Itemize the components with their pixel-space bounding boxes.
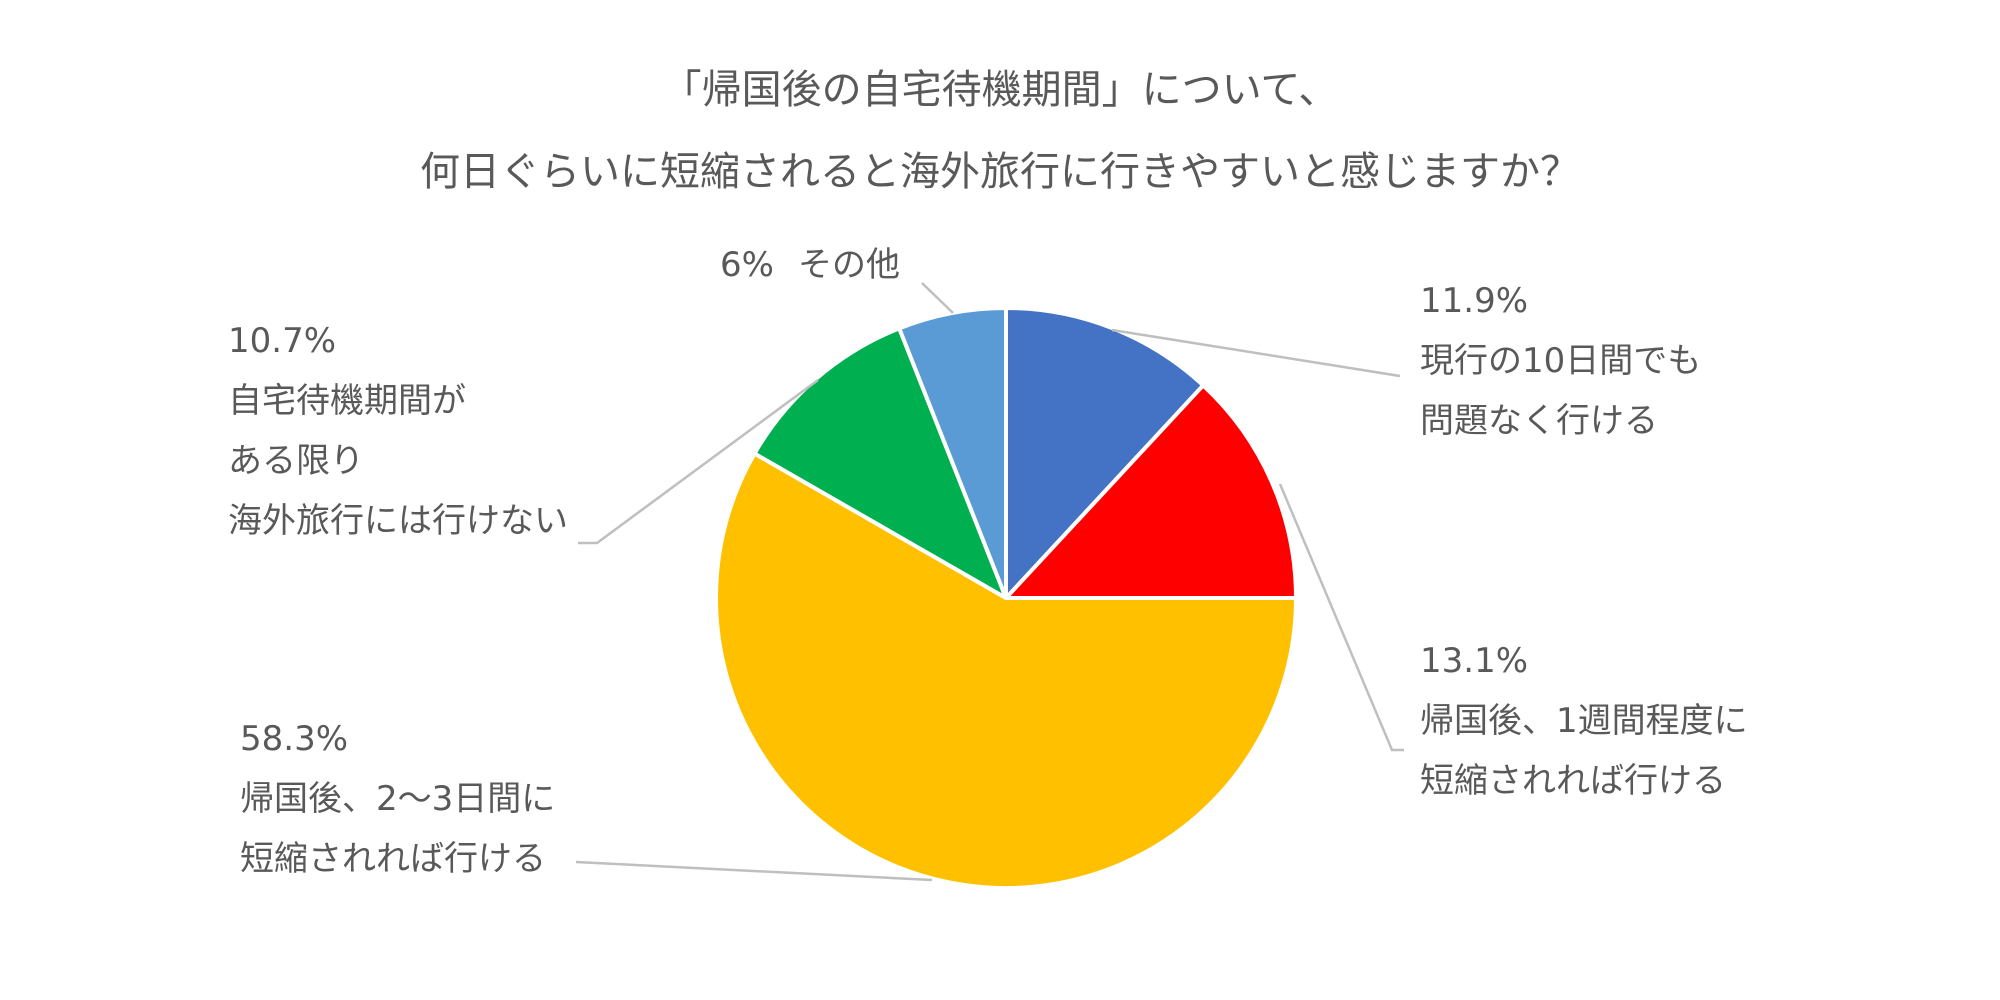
slice-category-label-1-line-1: 現行の10日間でも — [1420, 341, 1701, 381]
slice-category-label-4-line-3: 海外旅行には行けない — [228, 501, 568, 541]
pie-slice-2 — [1004, 383, 1298, 600]
slice-value-label-3: 58.3% — [240, 719, 348, 759]
slice-category-label-4-line-2: ある限り — [228, 441, 364, 481]
chart-title-line-1: 「帰国後の自宅待機期間」について、 — [662, 67, 1339, 113]
pie-slice-1 — [1004, 306, 1206, 600]
pie-slices — [714, 306, 1298, 890]
slice-value-label: 6% — [720, 245, 774, 285]
leader-line-5 — [921, 282, 954, 314]
slice-category-label-3-line-2: 短縮されれば行ける — [240, 839, 546, 879]
data-labels: 11.9%現行の10日間でも問題なく行ける13.1%帰国後、1週間程度に短縮され… — [228, 245, 1748, 879]
leader-line-3 — [575, 860, 933, 882]
leader-line-2 — [1278, 483, 1404, 752]
slice-value-label-1: 11.9% — [1420, 281, 1528, 321]
slice-category-label-1-line-2: 問題なく行ける — [1420, 401, 1658, 441]
leader-line-4 — [578, 378, 819, 545]
slice-category-label-3-line-1: 帰国後、2〜3日間に — [240, 779, 555, 819]
slice-category-label-2-line-1: 帰国後、1週間程度に — [1420, 701, 1748, 741]
leader-line-1 — [1111, 328, 1401, 378]
chart-title: 「帰国後の自宅待機期間」について、 何日ぐらいに短縮されると海外旅行に行きやすい… — [420, 67, 1580, 195]
slice-category-label-2-line-2: 短縮されれば行ける — [1420, 761, 1726, 801]
data-label-5: 6% その他 — [720, 245, 900, 285]
chart-title-line-2: 何日ぐらいに短縮されると海外旅行に行きやすいと感じますか？ — [420, 149, 1580, 195]
slice-category-label: その他 — [798, 245, 900, 285]
slice-value-label-4: 10.7% — [228, 321, 336, 361]
slice-value-label-2: 13.1% — [1420, 641, 1528, 681]
pie-slice-4 — [752, 326, 1008, 600]
slice-category-label-4-line-1: 自宅待機期間が — [228, 381, 466, 421]
pie-slice-3 — [714, 451, 1298, 890]
leader-lines — [575, 282, 1404, 882]
